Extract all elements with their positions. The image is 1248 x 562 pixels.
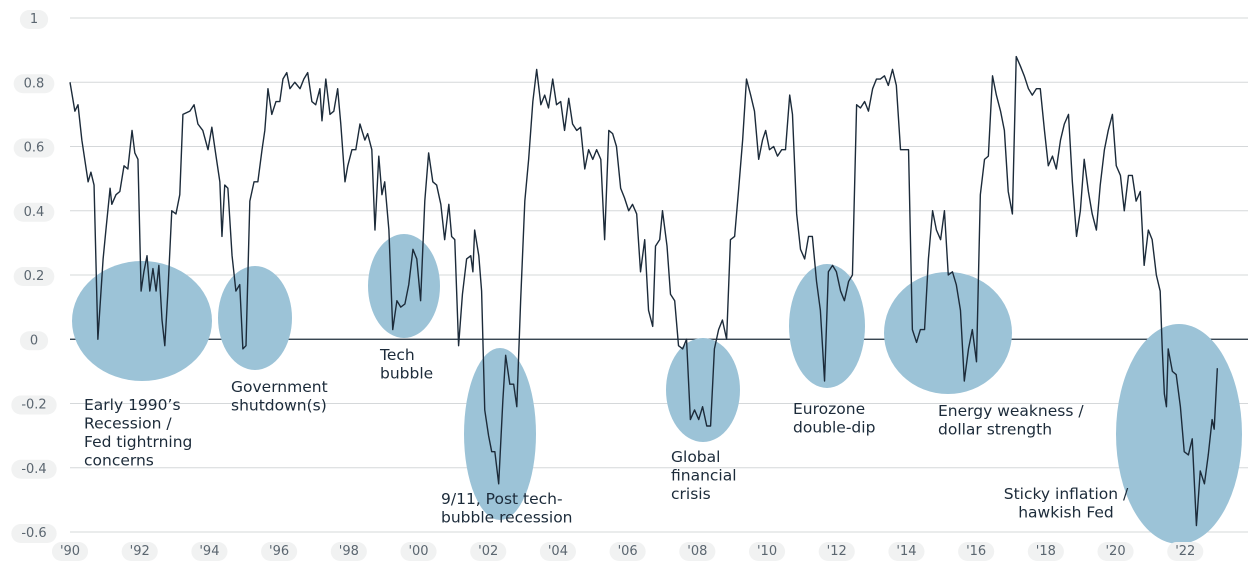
annotation: Recession / (84, 415, 172, 433)
tick-label-bg (191, 542, 228, 561)
tick-label-bg (958, 542, 995, 561)
x-tick-label: '02 (478, 544, 498, 559)
tick-label-bg (13, 267, 55, 286)
y-tick-label: 0.4 (24, 205, 45, 220)
y-tick-label: -0.2 (21, 398, 46, 413)
x-tick-label: '08 (687, 544, 707, 559)
annotation: Fed tightrning (84, 433, 192, 451)
highlight (218, 266, 292, 370)
tick-label-bg (818, 542, 855, 561)
annotation: crisis (671, 485, 711, 503)
annotation: Tech (379, 346, 415, 364)
x-tick-label: '20 (1105, 544, 1125, 559)
annotation: 9/11, Post tech- (441, 490, 563, 508)
tick-label-bg (888, 542, 925, 561)
tick-label-bg (19, 10, 49, 29)
data-line (69, 55, 1219, 527)
tick-label-bg (121, 542, 158, 561)
tick-label-bg (261, 542, 298, 561)
annotation: hawkish Fed (1018, 504, 1114, 522)
x-tick-label: '10 (757, 544, 777, 559)
x-tick-label: '16 (966, 544, 986, 559)
tick-label-bg (13, 138, 55, 158)
tick-label-bg (51, 542, 89, 561)
highlight (884, 272, 1012, 394)
annotation: financial (671, 467, 737, 485)
tick-label-bg (11, 459, 57, 479)
y-tick-label: 1 (30, 12, 38, 27)
highlight (1116, 324, 1242, 544)
annotation: bubble recession (441, 509, 573, 527)
tick-label-bg (470, 542, 507, 561)
x-tick-label: '00 (408, 544, 428, 559)
annotation: bubble (380, 365, 433, 383)
tick-label-bg (330, 542, 367, 561)
highlight (72, 261, 212, 381)
x-tick-label: '94 (199, 544, 219, 559)
annotation: Early 1990’s (84, 396, 181, 414)
y-tick-label: 0.8 (24, 76, 45, 91)
annotation: Energy weakness / (938, 402, 1084, 420)
tick-label-bg (11, 395, 57, 415)
annotation: dollar strength (938, 421, 1052, 439)
annotation: shutdown(s) (231, 397, 327, 415)
x-tick-label: '06 (618, 544, 638, 559)
y-tick-label: -0.6 (21, 526, 46, 541)
x-tick-label: '18 (1036, 544, 1056, 559)
x-tick-label: '98 (339, 544, 359, 559)
tick-label-bg (1027, 542, 1064, 561)
highlight (368, 234, 440, 338)
tick-label-bg (539, 542, 576, 561)
annotation: concerns (84, 452, 154, 470)
x-tick-label: '90 (60, 544, 80, 559)
x-tick-label: '22 (1175, 544, 1195, 559)
x-tick-label: '04 (548, 544, 568, 559)
tick-label-bg (1167, 542, 1204, 561)
labels: 1 0.8 0.6 0.4 0.2 0 -0.2 -0.4 -0.6 '90 '92 '94 '96 '9… (11, 10, 1204, 561)
annotation: double-dip (793, 419, 875, 437)
annotation: Global (671, 448, 720, 466)
x-tick-label: '92 (130, 544, 150, 559)
tick-label-bg (13, 202, 55, 222)
y-tick-label: 0.6 (24, 141, 45, 156)
tick-label-bg (679, 542, 716, 561)
y-tick-label: 0 (30, 333, 38, 348)
annotation: Government (231, 378, 328, 396)
tick-label-bg (748, 542, 786, 561)
tick-label-bg (11, 524, 57, 543)
x-tick-label: '14 (896, 544, 916, 559)
highlight (666, 338, 740, 442)
x-tick-label: '96 (269, 544, 289, 559)
x-tick-label: '12 (827, 544, 847, 559)
lines (69, 55, 1219, 527)
y-tick-label: 0.2 (24, 269, 45, 284)
tick-label-bg (1097, 542, 1134, 561)
annotation: Eurozone (793, 400, 865, 418)
tick-label-bg (609, 542, 646, 561)
tick-label-bg (19, 331, 49, 351)
tick-label-bg (13, 74, 55, 94)
tick-label-bg (400, 542, 437, 561)
annotation: Sticky inflation / (1004, 485, 1129, 503)
y-tick-label: -0.4 (21, 462, 46, 477)
